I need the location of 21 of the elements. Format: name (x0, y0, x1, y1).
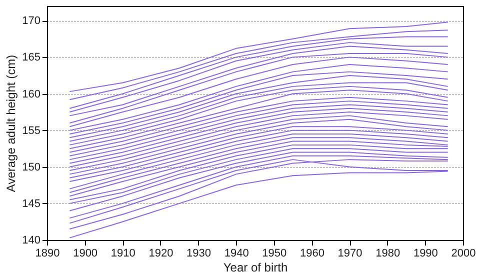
x-tick-label: 1940 (224, 248, 249, 260)
y-axis-title: Average adult height (cm) (4, 54, 18, 192)
x-tick-label: 1960 (300, 248, 324, 260)
y-tick-label: 165 (22, 52, 40, 64)
x-tick-label: 1930 (186, 248, 212, 260)
x-tick-label: 1900 (73, 248, 98, 260)
x-tick-label: 2000 (451, 248, 476, 260)
y-tick-label: 170 (22, 15, 40, 28)
x-axis-title: Year of birth (223, 260, 288, 274)
y-tick-label: 145 (22, 198, 40, 210)
y-tick-label: 140 (22, 234, 40, 246)
x-tick-label: 1980 (376, 248, 400, 260)
x-tick-label: 1910 (110, 248, 136, 260)
x-tick-label: 1990 (413, 248, 438, 260)
x-tick-label: 1970 (338, 248, 362, 260)
x-tick-label: 1920 (148, 248, 174, 260)
x-tick-label: 1890 (35, 248, 60, 260)
y-tick-label: 160 (22, 88, 40, 100)
y-tick-label: 150 (22, 161, 40, 174)
x-tick-label: 1950 (262, 248, 287, 260)
y-tick-label: 155 (22, 124, 40, 137)
